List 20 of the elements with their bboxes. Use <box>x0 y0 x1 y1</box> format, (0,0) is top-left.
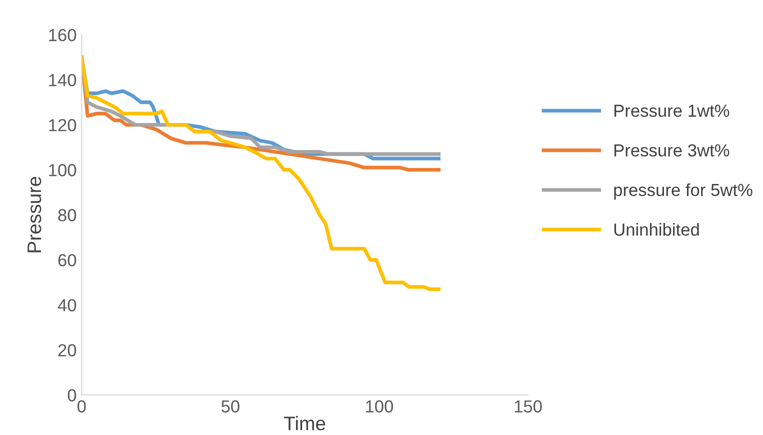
y-tick-label: 160 <box>49 28 76 42</box>
line-series <box>82 56 441 291</box>
y-tick-label: 80 <box>58 209 76 222</box>
x-tick-label: 100 <box>366 400 394 413</box>
y-tick-label: 20 <box>58 344 76 356</box>
x-axis-title: Time <box>284 416 326 430</box>
y-axis-title: Pressure <box>28 176 42 252</box>
legend-label: Pressure 1wt% <box>614 104 730 117</box>
x-tick-label: 150 <box>514 400 542 413</box>
y-tick-label: 140 <box>49 74 76 86</box>
legend-label: pressure for 5wt% <box>614 183 752 200</box>
legend-label: Uninhibited <box>614 223 699 236</box>
y-tick-label: 0 <box>68 389 76 402</box>
x-tick-label: 0 <box>77 400 86 413</box>
y-tick-label: 60 <box>58 254 76 266</box>
y-tick-label: 40 <box>58 299 76 312</box>
y-tick-label: 100 <box>49 164 76 176</box>
y-tick-label: 120 <box>49 119 76 132</box>
x-tick-label: 50 <box>221 400 240 413</box>
legend-label: Pressure 3wt% <box>614 144 730 157</box>
